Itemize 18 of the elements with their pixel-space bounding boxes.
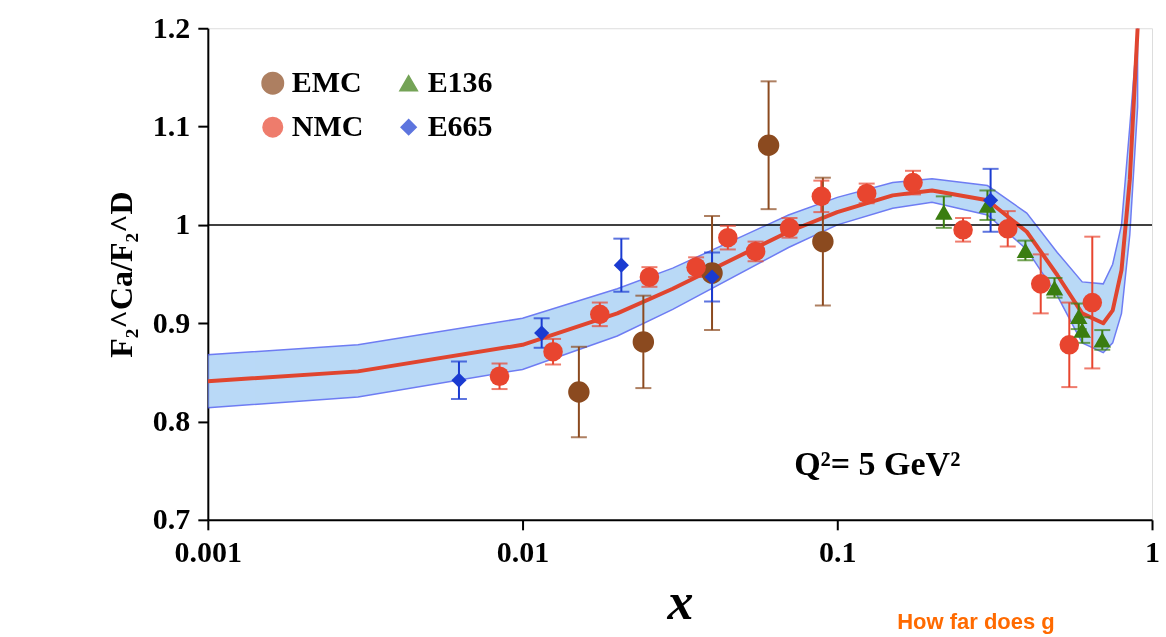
x-tick-label: 0.01 (496, 535, 550, 569)
x-tick-label: 0.001 (174, 535, 243, 569)
legend-label: NMC (291, 109, 364, 143)
y-axis-title: F₂^Ca/F₂^D (103, 191, 139, 358)
y-tick-label: 1 (175, 207, 191, 241)
x-tick-label: 1 (1145, 535, 1160, 569)
y-tick-label: 1.2 (152, 10, 191, 44)
y-tick-label: 1.1 (152, 109, 191, 143)
text: How far does g (897, 608, 1055, 634)
legend-label: EMC (291, 65, 362, 99)
y-tick-label: 0.9 (152, 305, 191, 339)
annotation: Q²= 5 GeV² (794, 444, 961, 482)
y-tick-label: 0.8 (152, 404, 191, 437)
legend-label: E136 (427, 65, 493, 99)
legend-label: E665 (427, 109, 493, 143)
y-tick-label: 0.7 (152, 502, 191, 536)
x-axis-title: x (666, 573, 694, 631)
x-tick-label: 0.1 (819, 535, 857, 569)
